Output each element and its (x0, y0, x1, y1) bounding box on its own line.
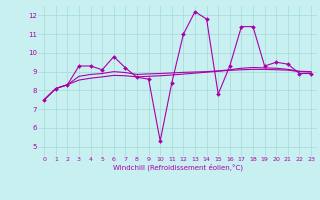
X-axis label: Windchill (Refroidissement éolien,°C): Windchill (Refroidissement éolien,°C) (113, 164, 243, 171)
